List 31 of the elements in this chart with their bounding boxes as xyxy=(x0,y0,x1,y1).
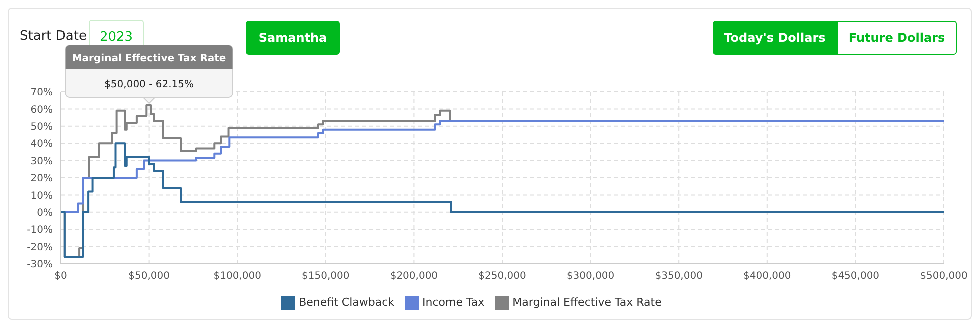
x-tick-label: $200,000 xyxy=(390,271,438,282)
x-tick-label: $0 xyxy=(54,271,68,282)
y-tick-label: 70% xyxy=(30,88,53,99)
x-tick-label: $100,000 xyxy=(214,271,262,282)
text: 2023 xyxy=(89,20,144,54)
x-tick-label: $350,000 xyxy=(655,271,703,282)
legend-label: Marginal Effective Tax Rate xyxy=(512,296,662,310)
y-tick-label: 20% xyxy=(30,174,53,185)
x-tick-label: $500,000 xyxy=(920,271,968,282)
legend-label: Income Tax xyxy=(422,296,485,310)
y-tick-label: 60% xyxy=(30,104,53,116)
y-tick-label: -20% xyxy=(27,242,53,254)
y-tick-label: 40% xyxy=(30,139,53,150)
x-tick-label: $250,000 xyxy=(478,271,526,282)
legend-label: Benefit Clawback xyxy=(299,296,395,310)
text: Start Date xyxy=(20,29,87,44)
y-tick-label: 0% xyxy=(37,208,53,219)
x-tick-label: $50,000 xyxy=(128,271,170,282)
y-tick-label: 30% xyxy=(30,156,53,168)
x-tick-label: $300,000 xyxy=(566,271,615,282)
y-tick-label: 50% xyxy=(30,122,53,133)
text: Future Dollars xyxy=(837,21,957,55)
y-tick-label: 10% xyxy=(30,190,53,202)
annotation: $50,000 - 62.15% xyxy=(104,80,194,90)
y-tick-label: -10% xyxy=(27,225,53,236)
x-tick-label: $150,000 xyxy=(302,271,350,282)
text: Today's Dollars xyxy=(713,21,837,55)
text: Samantha xyxy=(246,21,340,55)
x-tick-label: $450,000 xyxy=(832,271,880,282)
x-tick-label: $400,000 xyxy=(744,271,792,282)
y-tick-label: -30% xyxy=(27,260,53,271)
